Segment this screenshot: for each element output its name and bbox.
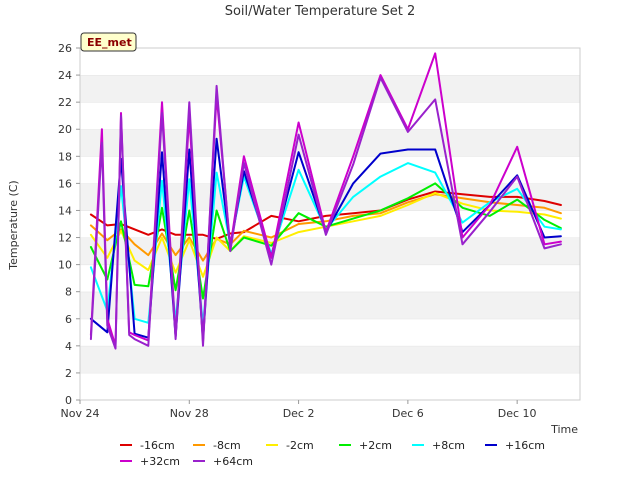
y-axis-label: Temperature (C) bbox=[7, 180, 20, 270]
legend-label: +32cm bbox=[140, 455, 180, 468]
x-tick-label: Nov 24 bbox=[61, 407, 100, 420]
grid-band bbox=[80, 264, 580, 292]
y-tick-label: 12 bbox=[58, 232, 72, 245]
x-tick-label: Dec 2 bbox=[283, 407, 315, 420]
x-axis-ticks: Nov 24 Nov 28 Dec 2 Dec 6 Dec 10 bbox=[61, 400, 537, 420]
grid-band bbox=[80, 48, 580, 76]
legend-label: +16cm bbox=[505, 439, 545, 452]
plot-background-bands bbox=[80, 47, 580, 400]
grid-band bbox=[80, 129, 580, 157]
grid-band bbox=[80, 156, 580, 184]
grid-band bbox=[80, 372, 580, 400]
series-line--8cm bbox=[89, 193, 562, 262]
station-badge-box bbox=[80, 32, 137, 52]
y-tick-label: 10 bbox=[58, 259, 72, 272]
y-tick-label: 20 bbox=[58, 123, 72, 136]
x-tick-label: Dec 10 bbox=[498, 407, 537, 420]
legend-label: -16cm bbox=[140, 439, 175, 452]
legend-label: -8cm bbox=[213, 439, 241, 452]
plot-area-frame bbox=[79, 47, 581, 401]
station-badge-text: EE_met bbox=[87, 36, 132, 49]
grid-band bbox=[80, 102, 580, 130]
legend-label: +2cm bbox=[359, 439, 392, 452]
station-badge: EE_met bbox=[80, 32, 137, 52]
x-tick-label: Dec 6 bbox=[392, 407, 424, 420]
grid-band bbox=[80, 318, 580, 346]
grid-band bbox=[80, 345, 580, 373]
y-tick-label: 0 bbox=[65, 394, 72, 407]
grid-band bbox=[80, 291, 580, 319]
legend-label: +8cm bbox=[432, 439, 465, 452]
x-tick-label: Nov 28 bbox=[170, 407, 209, 420]
legend-label: +64cm bbox=[213, 455, 253, 468]
series-line-+2cm bbox=[89, 182, 562, 300]
y-tick-label: 16 bbox=[58, 177, 72, 190]
y-tick-label: 2 bbox=[65, 367, 72, 380]
y-tick-label: 24 bbox=[58, 69, 72, 82]
y-tick-label: 8 bbox=[65, 286, 72, 299]
y-tick-label: 26 bbox=[58, 42, 72, 55]
y-tick-label: 18 bbox=[58, 150, 72, 163]
series-lines bbox=[89, 52, 562, 350]
y-tick-label: 6 bbox=[65, 313, 72, 326]
grid-band bbox=[80, 75, 580, 103]
series-line--2cm bbox=[89, 191, 562, 278]
series-line-+64cm bbox=[89, 76, 562, 350]
y-tick-label: 4 bbox=[65, 340, 72, 353]
y-tick-label: 22 bbox=[58, 96, 72, 109]
x-axis-label: Time bbox=[550, 423, 578, 436]
chart-title: Soil/Water Temperature Set 2 bbox=[225, 4, 416, 19]
legend: -16cm -8cm -2cm +2cm +8cm +16cm +32cm +64cm bbox=[120, 439, 545, 468]
legend-label: -2cm bbox=[286, 439, 314, 452]
y-tick-label: 14 bbox=[58, 204, 72, 217]
